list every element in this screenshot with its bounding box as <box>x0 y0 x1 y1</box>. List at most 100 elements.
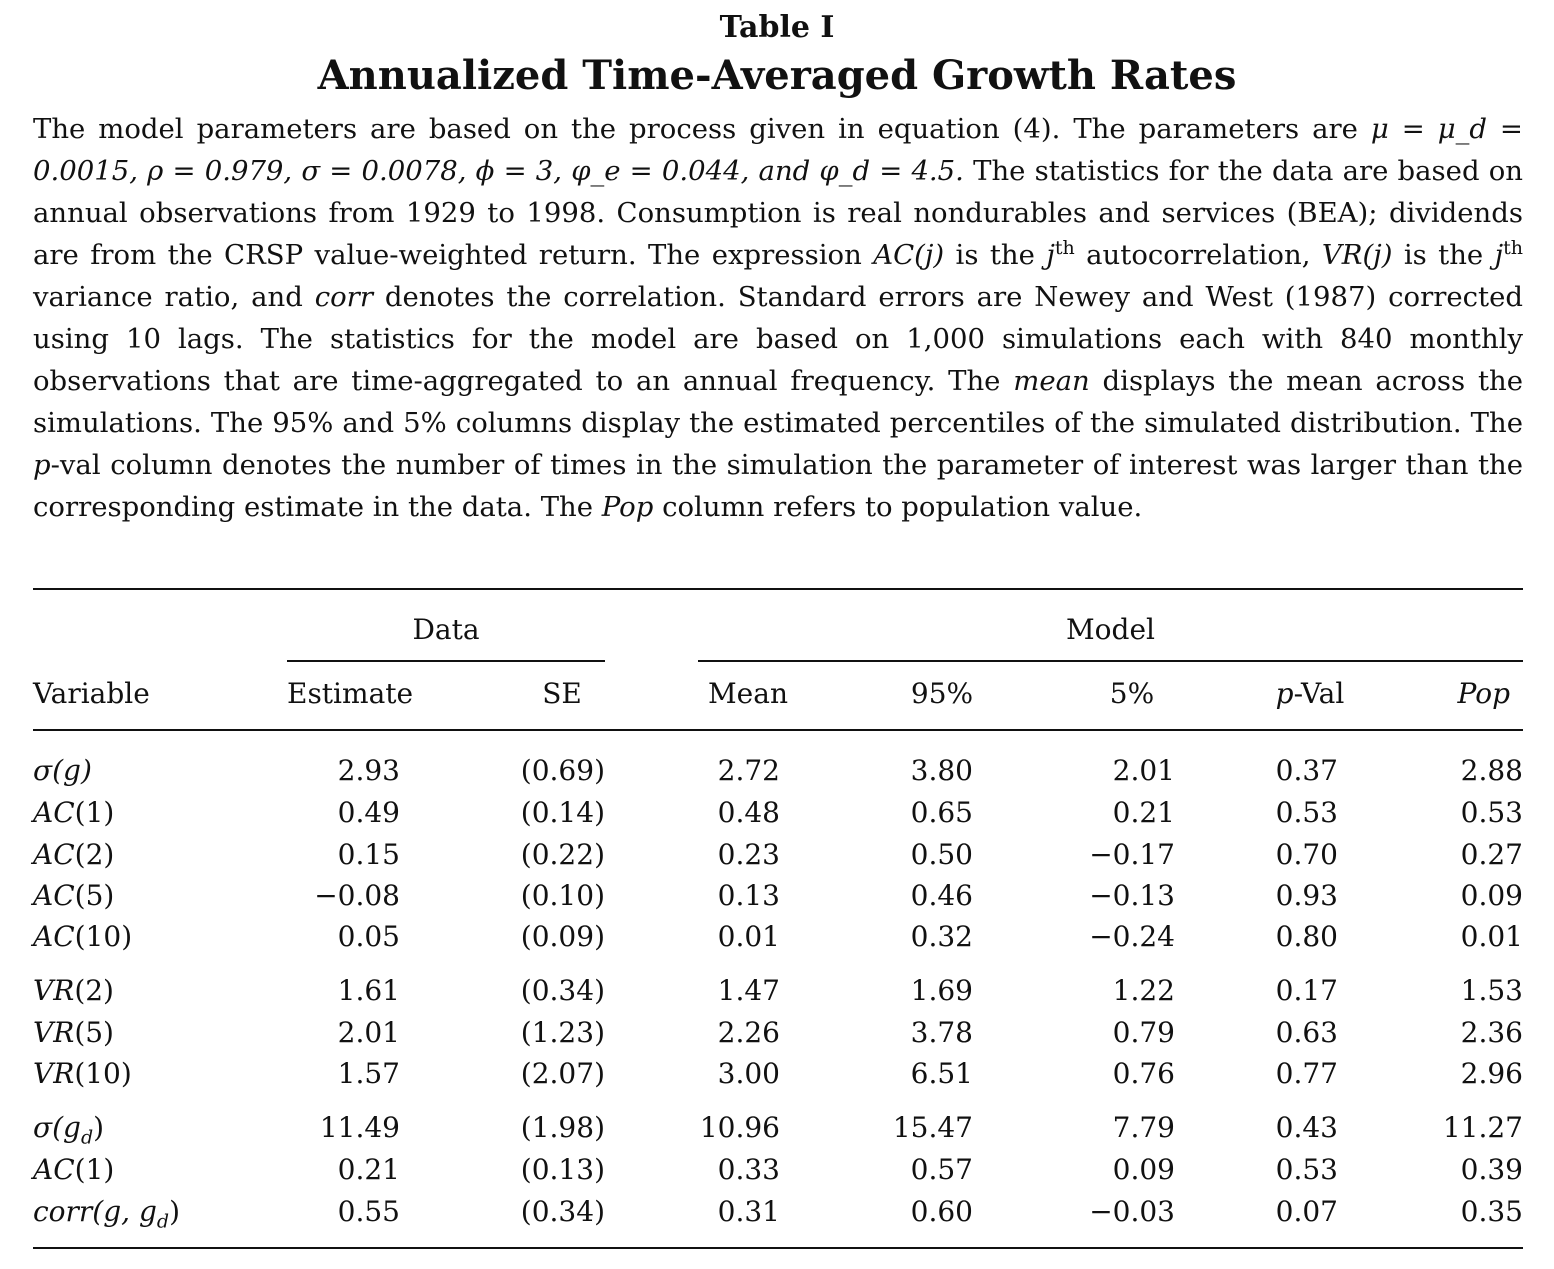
cell-p95: 1.69 <box>910 974 973 1007</box>
table-title: Annualized Time-Averaged Growth Rates <box>317 52 1237 99</box>
cell-pval: 0.53 <box>1275 796 1338 829</box>
caption-sentence: The statistics for the data are based on… <box>33 155 1523 271</box>
cell-mean: 0.01 <box>717 920 780 953</box>
cell-pval: 0.93 <box>1275 879 1338 912</box>
cell-se: (0.34) <box>520 1195 605 1228</box>
variable-main: VR <box>33 1057 75 1090</box>
col-header-estimate: Estimate <box>287 677 414 710</box>
cell-pop: 2.36 <box>1460 1016 1523 1049</box>
cell-pval: 0.77 <box>1275 1057 1338 1090</box>
cell-p95: 0.50 <box>910 838 973 871</box>
cell-se: (0.10) <box>520 879 605 912</box>
variable-suffix: (2) <box>74 974 114 1007</box>
cell-estimate: 2.93 <box>337 754 400 787</box>
table-caption: The model parameters are based on the pr… <box>33 108 1523 528</box>
variable-main: σ(g) <box>33 754 92 787</box>
variable-suffix: (2) <box>74 838 115 871</box>
variable-main: AC <box>33 920 75 953</box>
cell-p5: 2.01 <box>1112 754 1175 787</box>
variable-suffix: (1) <box>74 796 115 829</box>
cell-estimate: 1.57 <box>337 1057 400 1090</box>
cell-pval: 0.53 <box>1275 1153 1338 1186</box>
cell-p95: 0.46 <box>910 879 973 912</box>
caption-sentence: variance ratio, and <box>33 281 303 313</box>
cell-pval: 0.17 <box>1275 974 1338 1007</box>
variable-suffix: (10) <box>74 1057 132 1090</box>
cell-p95: 0.57 <box>910 1153 973 1186</box>
cell-p5: 7.79 <box>1112 1111 1175 1144</box>
caption-ac-term: AC(j) <box>873 239 945 271</box>
cell-p5: −0.13 <box>1089 879 1175 912</box>
caption-sentence: is the <box>1403 239 1484 271</box>
caption-j: j <box>1046 239 1055 271</box>
variable-main: AC <box>33 1153 75 1186</box>
pop-label: Pop <box>1457 677 1511 710</box>
col-header-p95: 95% <box>910 677 974 710</box>
data-group-header: Data <box>412 613 480 646</box>
row-variable: VR(2) <box>33 971 114 1011</box>
variable-main: AC <box>33 796 75 829</box>
cell-pop: 2.88 <box>1460 754 1523 787</box>
cell-p95: 0.65 <box>910 796 973 829</box>
cell-se: (1.23) <box>520 1016 605 1049</box>
cell-pop: 11.27 <box>1442 1111 1523 1144</box>
caption-th: th <box>1503 236 1524 259</box>
variable-main: VR <box>33 1016 75 1049</box>
cell-p5: 0.09 <box>1112 1153 1175 1186</box>
caption-sentence: column refers to population value. <box>662 491 1143 523</box>
data-group-rule <box>287 660 605 662</box>
cell-estimate: 11.49 <box>319 1111 400 1144</box>
cell-p5: 1.22 <box>1112 974 1175 1007</box>
cell-p5: 0.21 <box>1112 796 1175 829</box>
cell-p5: 0.79 <box>1112 1016 1175 1049</box>
cell-pval: 0.37 <box>1275 754 1338 787</box>
variable-main: σ(g <box>33 1111 81 1144</box>
caption-corr-term: corr <box>314 281 373 313</box>
cell-p5: −0.03 <box>1089 1195 1175 1228</box>
cell-se: (0.22) <box>520 838 605 871</box>
caption-mean-term: mean <box>1013 365 1090 397</box>
caption-parameters: μ = μ_d = 0.0015, ρ = 0.979, σ = 0.0078,… <box>33 113 1523 187</box>
cell-pval: 0.63 <box>1275 1016 1338 1049</box>
cell-mean: 2.26 <box>717 1016 780 1049</box>
cell-p5: −0.24 <box>1089 920 1175 953</box>
cell-pval: 0.70 <box>1275 838 1338 871</box>
cell-pop: 2.96 <box>1460 1057 1523 1090</box>
caption-p-term: p <box>33 449 51 481</box>
cell-p95: 15.47 <box>892 1111 973 1144</box>
row-variable: VR(10) <box>33 1054 132 1094</box>
row-variable: AC(2) <box>33 835 114 875</box>
col-header-variable: Variable <box>33 677 150 710</box>
variable-suffix: (10) <box>74 920 133 953</box>
variable-main: corr(g, g <box>33 1195 157 1228</box>
col-header-p5: 5% <box>1109 677 1155 710</box>
cell-se: (1.98) <box>520 1111 605 1144</box>
caption-pop-term: Pop <box>601 491 654 523</box>
cell-se: (2.07) <box>520 1057 605 1090</box>
cell-p5: −0.17 <box>1089 838 1175 871</box>
cell-se: (0.13) <box>520 1153 605 1186</box>
variable-suffix: ) <box>93 1111 105 1144</box>
cell-se: (0.14) <box>520 796 605 829</box>
table-top-rule <box>33 588 1523 590</box>
col-header-mean: Mean <box>708 677 788 710</box>
model-group-header: Model <box>1066 613 1155 646</box>
cell-pop: 0.35 <box>1460 1195 1523 1228</box>
table-bottom-rule <box>33 1247 1523 1249</box>
cell-p95: 3.80 <box>910 754 973 787</box>
row-variable: VR(5) <box>33 1013 114 1053</box>
cell-pval: 0.43 <box>1275 1111 1338 1144</box>
cell-estimate: 0.21 <box>337 1153 400 1186</box>
cell-mean: 0.31 <box>717 1195 780 1228</box>
pval-rest: -Val <box>1293 677 1345 710</box>
variable-suffix: (1) <box>74 1153 115 1186</box>
caption-sentence: denotes the correlation. Standard errors… <box>33 281 1523 397</box>
caption-sentence: is the <box>955 239 1035 271</box>
cell-pop: 1.53 <box>1460 974 1523 1007</box>
variable-suffix: (5) <box>74 879 115 912</box>
cell-pop: 0.01 <box>1460 920 1523 953</box>
cell-pop: 0.53 <box>1460 796 1523 829</box>
cell-p5: 0.76 <box>1112 1057 1175 1090</box>
col-header-se: SE <box>542 677 582 710</box>
